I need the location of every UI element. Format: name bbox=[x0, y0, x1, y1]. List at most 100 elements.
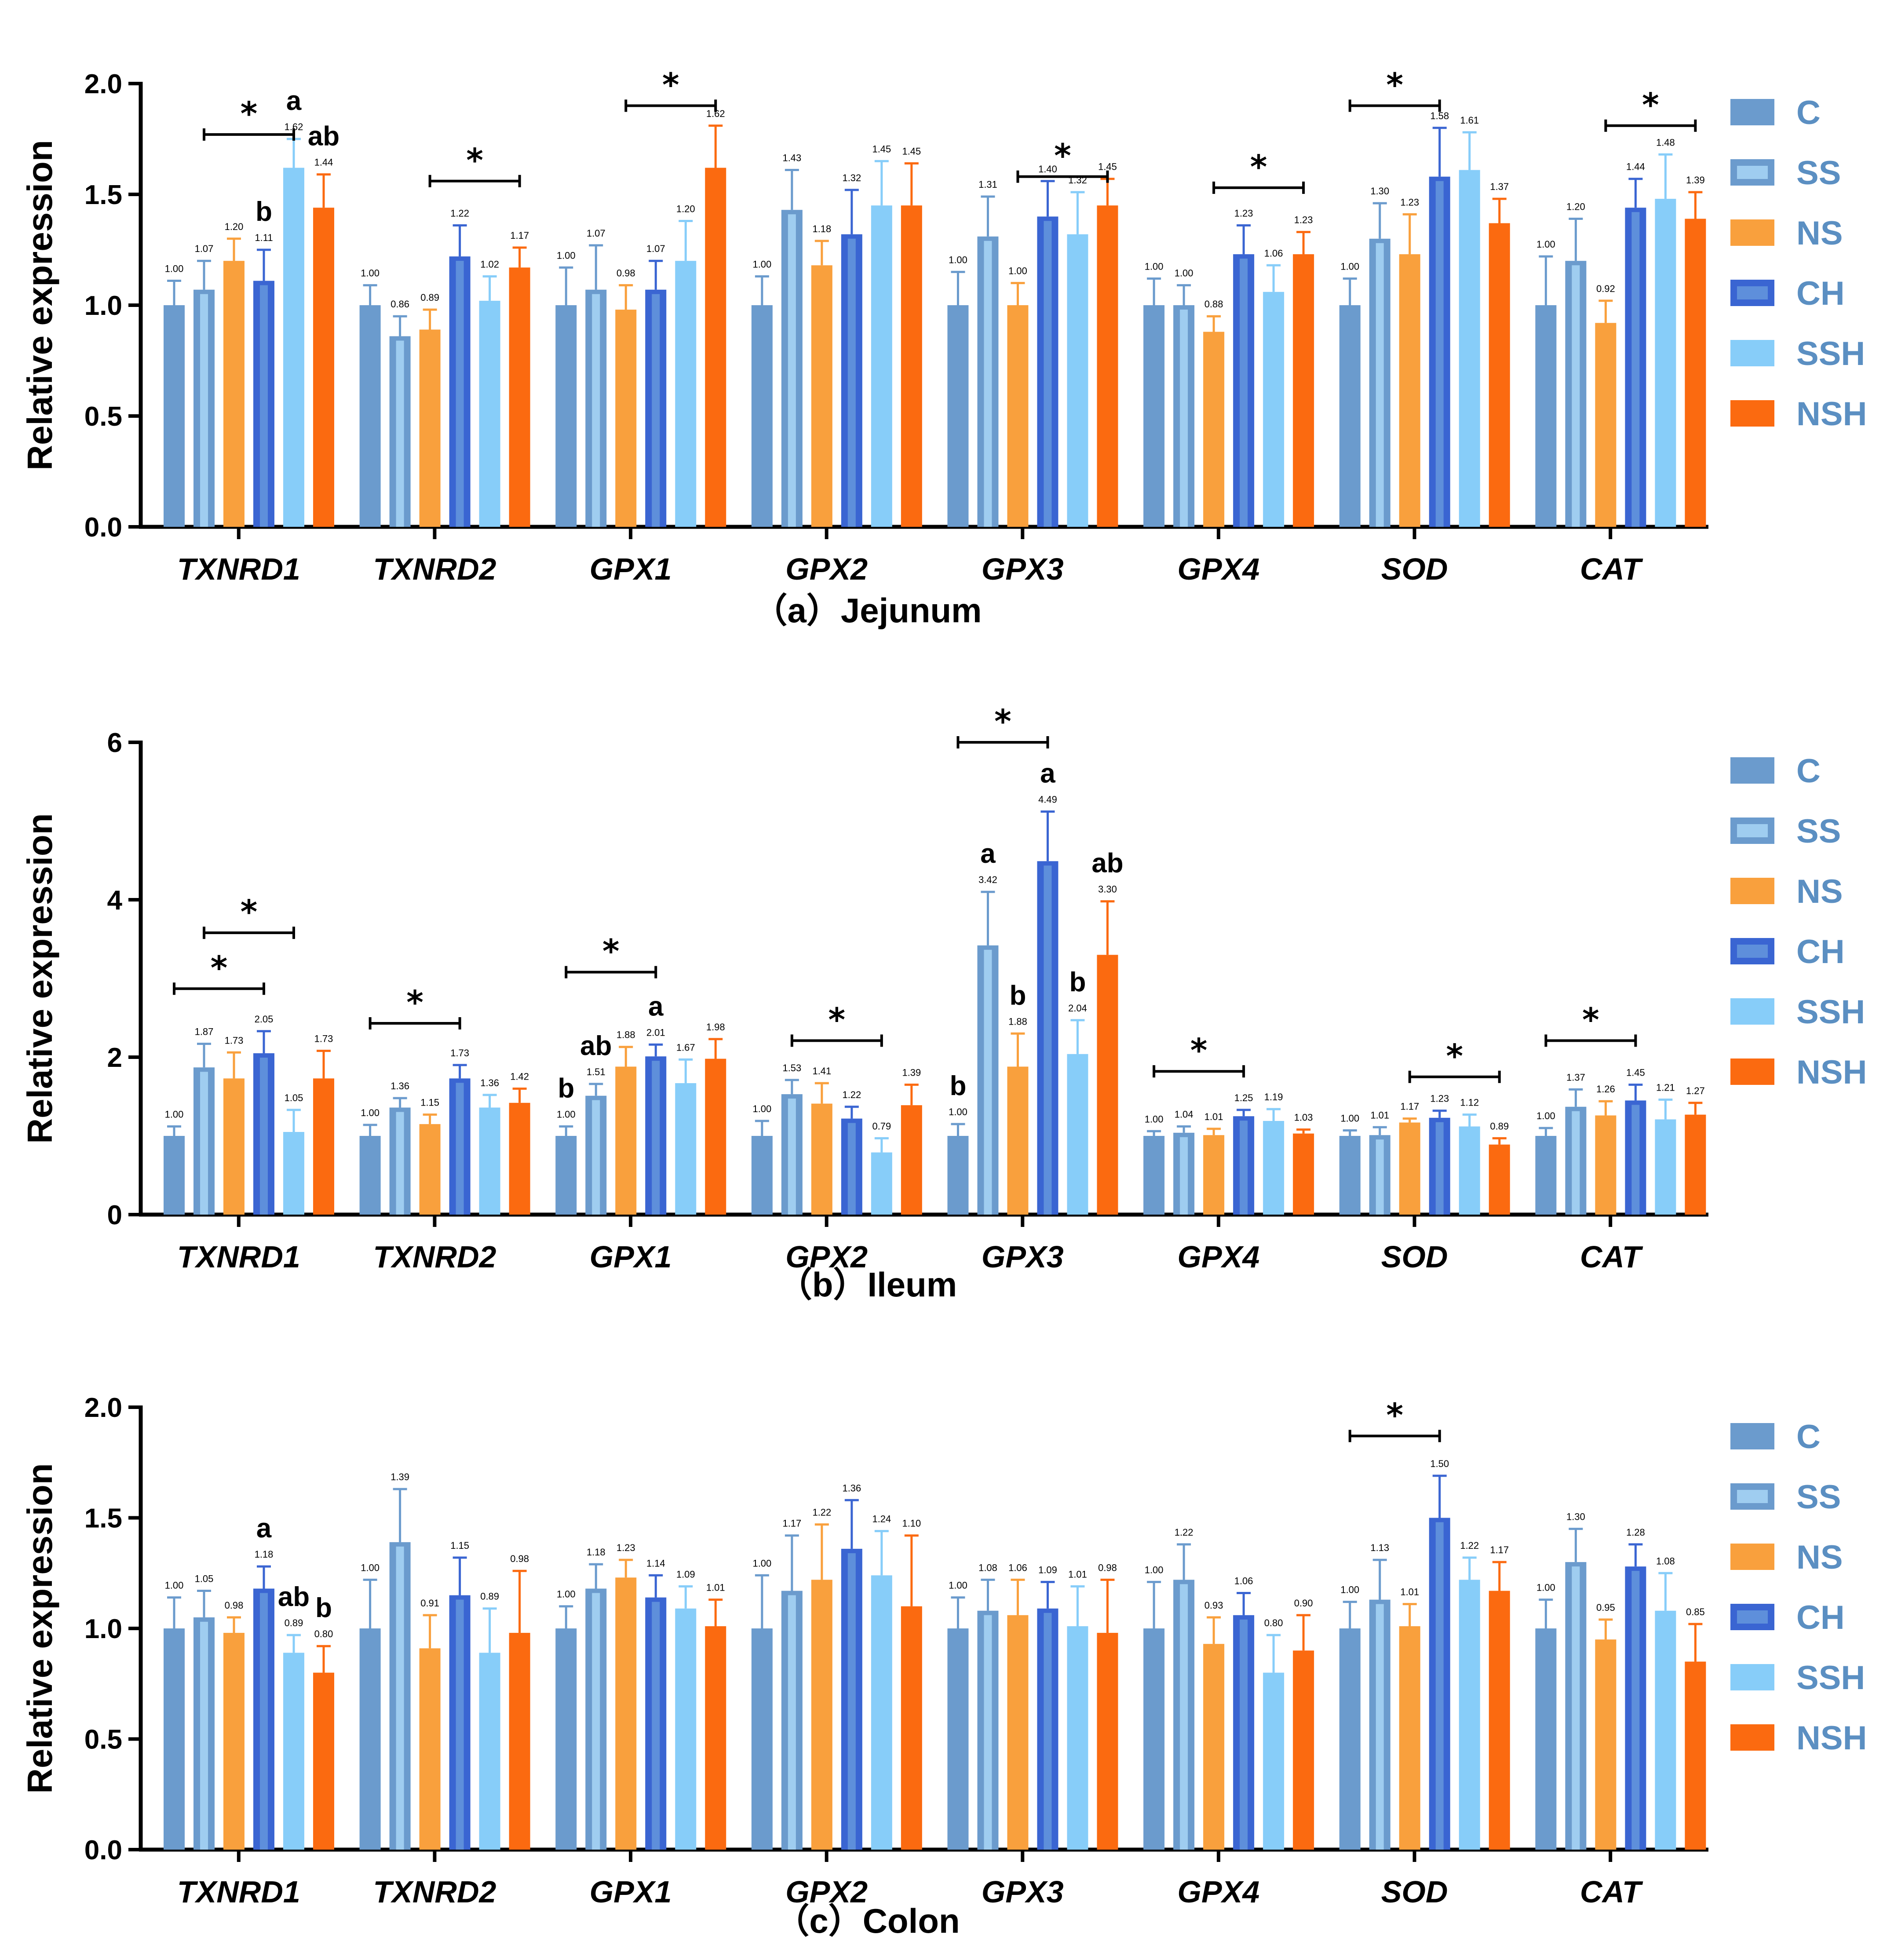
bar-NSH bbox=[1685, 1114, 1706, 1215]
significance-star: * bbox=[406, 984, 423, 1022]
data-label: 1.88 bbox=[617, 1029, 635, 1040]
legend-swatch-NS bbox=[1730, 1544, 1774, 1570]
data-label: 1.06 bbox=[1008, 1562, 1027, 1573]
significance-letter: a bbox=[286, 86, 302, 116]
significance-star: * bbox=[1190, 1032, 1208, 1069]
data-label: 1.00 bbox=[1536, 1110, 1555, 1121]
bar-inner-SS bbox=[592, 1100, 600, 1215]
data-label: 1.45 bbox=[902, 146, 921, 157]
bar-inner-SS bbox=[1180, 1137, 1188, 1215]
data-label: 1.07 bbox=[646, 243, 665, 254]
bar-SSH bbox=[1067, 234, 1088, 527]
bar-SSH bbox=[479, 300, 500, 527]
data-label: 0.80 bbox=[1264, 1617, 1283, 1628]
data-label: 1.30 bbox=[1566, 1511, 1585, 1522]
data-label: 1.37 bbox=[1566, 1072, 1585, 1083]
data-label: 1.22 bbox=[842, 1089, 861, 1100]
bar-inner-CH bbox=[1240, 1619, 1248, 1850]
bar-NSH bbox=[1097, 1633, 1118, 1850]
significance-star: * bbox=[602, 933, 620, 971]
bar-NSH bbox=[1489, 1144, 1510, 1215]
bar-inner-SS bbox=[200, 1072, 208, 1215]
data-label: 1.01 bbox=[1400, 1587, 1419, 1598]
x-tick-label: GPX1 bbox=[590, 1875, 672, 1909]
bar-inner-CH bbox=[260, 1593, 268, 1850]
bar-NS bbox=[811, 1580, 832, 1850]
x-tick-label: GPX3 bbox=[982, 552, 1064, 586]
data-label: 1.20 bbox=[676, 203, 695, 214]
data-label: 1.73 bbox=[314, 1033, 333, 1044]
bar-NSH bbox=[705, 1058, 726, 1215]
bar-inner-SS bbox=[592, 294, 600, 527]
y-tick-label: 1.5 bbox=[84, 180, 122, 210]
data-label: 1.00 bbox=[1340, 1584, 1359, 1595]
bar-NS bbox=[811, 1103, 832, 1215]
bar-C bbox=[1535, 1136, 1557, 1215]
significance-letter: b bbox=[1010, 980, 1026, 1011]
bar-inner-SS bbox=[396, 1546, 404, 1850]
bar-NSH bbox=[1489, 1591, 1510, 1850]
data-label: 1.41 bbox=[812, 1066, 831, 1077]
panel-1: 0 2 4 6 Relative expression TXNRD1 1.00 1.87 1.7… bbox=[20, 703, 1867, 1304]
bar-NS bbox=[419, 329, 441, 527]
data-label: 1.01 bbox=[1068, 1569, 1087, 1580]
bar-C bbox=[359, 305, 381, 527]
significance-letter: b bbox=[315, 1593, 332, 1623]
legend-swatch-C bbox=[1730, 99, 1774, 125]
bar-NS bbox=[223, 1078, 244, 1215]
bar-NS bbox=[1595, 1115, 1617, 1215]
data-label: 1.01 bbox=[1204, 1111, 1223, 1122]
y-axis-title: Relative expression bbox=[20, 140, 59, 470]
data-label: 1.10 bbox=[902, 1518, 921, 1529]
panel-title: （a）Jejunum bbox=[753, 591, 982, 630]
bar-C bbox=[751, 1628, 773, 1850]
data-label: 1.42 bbox=[510, 1071, 529, 1082]
x-tick-label: GPX1 bbox=[590, 1240, 672, 1274]
significance-letter: b bbox=[255, 197, 272, 227]
significance-star: * bbox=[1054, 137, 1071, 175]
panel-title: （b）Ileum bbox=[778, 1265, 957, 1304]
data-label: 3.42 bbox=[978, 874, 997, 885]
bar-NS bbox=[223, 261, 244, 527]
bar-NS bbox=[1595, 323, 1617, 527]
data-label: 1.00 bbox=[361, 1562, 380, 1573]
bar-inner-SS bbox=[984, 241, 992, 527]
bar-SSH bbox=[1263, 292, 1285, 527]
data-label: 1.09 bbox=[1038, 1564, 1057, 1575]
bar-SSH bbox=[675, 1083, 697, 1215]
x-tick-label: GPX3 bbox=[982, 1240, 1064, 1274]
bar-SSH bbox=[1655, 199, 1676, 527]
bar-inner-SS bbox=[1376, 1139, 1384, 1215]
bar-NSH bbox=[1293, 1650, 1314, 1850]
data-label: 1.12 bbox=[1460, 1097, 1479, 1108]
data-label: 1.00 bbox=[1175, 268, 1193, 279]
data-label: 1.00 bbox=[1145, 1564, 1164, 1575]
bar-NS bbox=[1203, 1644, 1225, 1850]
bar-inner-CH bbox=[1631, 1571, 1640, 1850]
x-tick-label: CAT bbox=[1580, 1240, 1643, 1274]
bar-inner-SS bbox=[788, 214, 796, 527]
y-tick-label: 1.5 bbox=[84, 1504, 122, 1534]
data-label: 1.00 bbox=[165, 263, 184, 274]
bar-NS bbox=[615, 1577, 637, 1850]
bar-C bbox=[164, 1136, 185, 1215]
bar-inner-CH bbox=[652, 1061, 660, 1215]
bar-inner-CH bbox=[652, 294, 660, 527]
data-label: 1.15 bbox=[450, 1540, 469, 1551]
data-label: 1.00 bbox=[557, 1109, 576, 1120]
legend-swatch-SSH bbox=[1730, 998, 1774, 1025]
data-label: 1.45 bbox=[1626, 1067, 1645, 1078]
data-label: 0.98 bbox=[1098, 1562, 1117, 1573]
bar-inner-SS bbox=[1572, 265, 1580, 527]
data-label: 1.17 bbox=[782, 1518, 801, 1529]
data-label: 0.89 bbox=[1490, 1121, 1509, 1131]
x-tick-label: TXNRD2 bbox=[373, 1240, 496, 1274]
data-label: 1.61 bbox=[1460, 115, 1479, 126]
data-label: 1.04 bbox=[1175, 1109, 1193, 1120]
bar-SSH bbox=[1655, 1610, 1676, 1850]
data-label: 3.30 bbox=[1098, 884, 1117, 895]
significance-star: * bbox=[662, 66, 679, 104]
bar-inner-SS bbox=[592, 1593, 600, 1850]
data-label: 1.08 bbox=[978, 1562, 997, 1573]
bar-NSH bbox=[1489, 223, 1510, 527]
